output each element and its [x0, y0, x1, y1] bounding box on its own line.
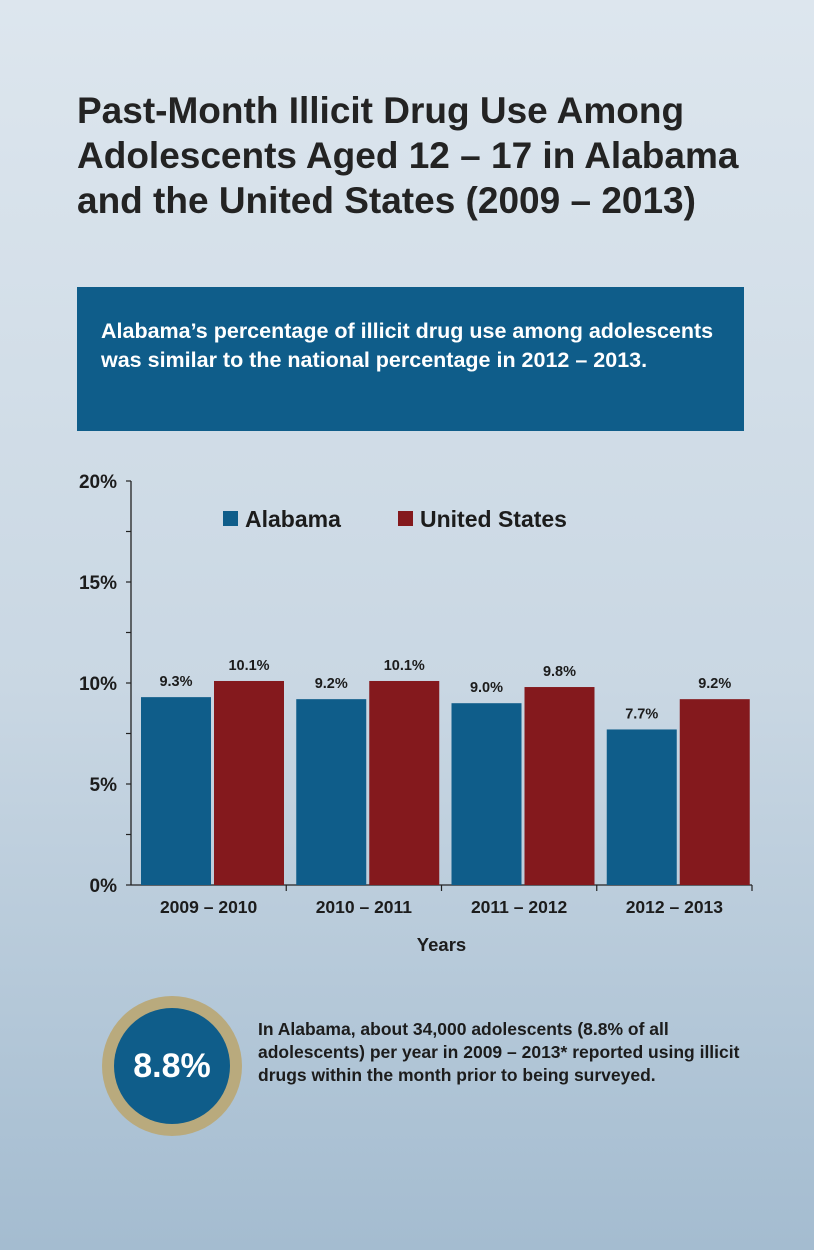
data-label: 9.2%: [315, 676, 348, 692]
data-label: 10.1%: [228, 658, 269, 674]
x-axis-title: Years: [417, 934, 466, 955]
bar-alabama: [606, 729, 677, 885]
x-tick-label: 2011 – 2012: [471, 897, 568, 917]
data-label: 9.2%: [698, 676, 731, 692]
stat-badge-inner: 8.8%: [114, 1008, 230, 1124]
data-label: 9.0%: [470, 680, 503, 696]
bar-chart: 0% 5% 10% 15% 20% 2009 – 2010 9.3% 10.1% 2010 – …: [79, 472, 753, 955]
page-title: Past-Month Illicit Drug Use Among Adoles…: [77, 90, 739, 221]
data-label: 10.1%: [384, 658, 425, 674]
bar-united-states: [679, 699, 750, 885]
bar-alabama: [141, 697, 211, 885]
y-tick-label: 5%: [90, 775, 118, 796]
legend-label: Alabama: [245, 506, 341, 532]
x-tick-label: 2010 – 2011: [316, 897, 413, 917]
summary-note: In Alabama, about 34,000 adolescents (8.…: [258, 1019, 740, 1085]
bar-united-states: [524, 687, 595, 885]
stat-badge-value: 8.8%: [133, 1046, 211, 1085]
y-tick-label: 10%: [79, 674, 117, 695]
legend-swatch: [398, 511, 413, 526]
data-label: 9.3%: [159, 674, 192, 690]
bar-united-states: [214, 680, 284, 885]
key-finding-callout: Alabama’s percentage of illicit drug use…: [77, 287, 744, 431]
key-finding-text: Alabama’s percentage of illicit drug use…: [101, 319, 714, 372]
data-label: 7.7%: [625, 706, 658, 722]
x-tick-label: 2009 – 2010: [160, 897, 258, 917]
y-tick-label: 20%: [79, 472, 117, 493]
legend-label: United States: [420, 506, 567, 532]
bar-united-states: [369, 680, 440, 885]
data-label: 9.8%: [543, 664, 576, 680]
stat-badge: 8.8%: [102, 996, 242, 1136]
legend-swatch: [223, 511, 238, 526]
bar-alabama: [296, 699, 367, 885]
y-tick-label: 15%: [79, 573, 117, 594]
x-tick-label: 2012 – 2013: [626, 897, 724, 917]
y-tick-label: 0%: [90, 876, 118, 897]
bar-alabama: [451, 703, 522, 885]
